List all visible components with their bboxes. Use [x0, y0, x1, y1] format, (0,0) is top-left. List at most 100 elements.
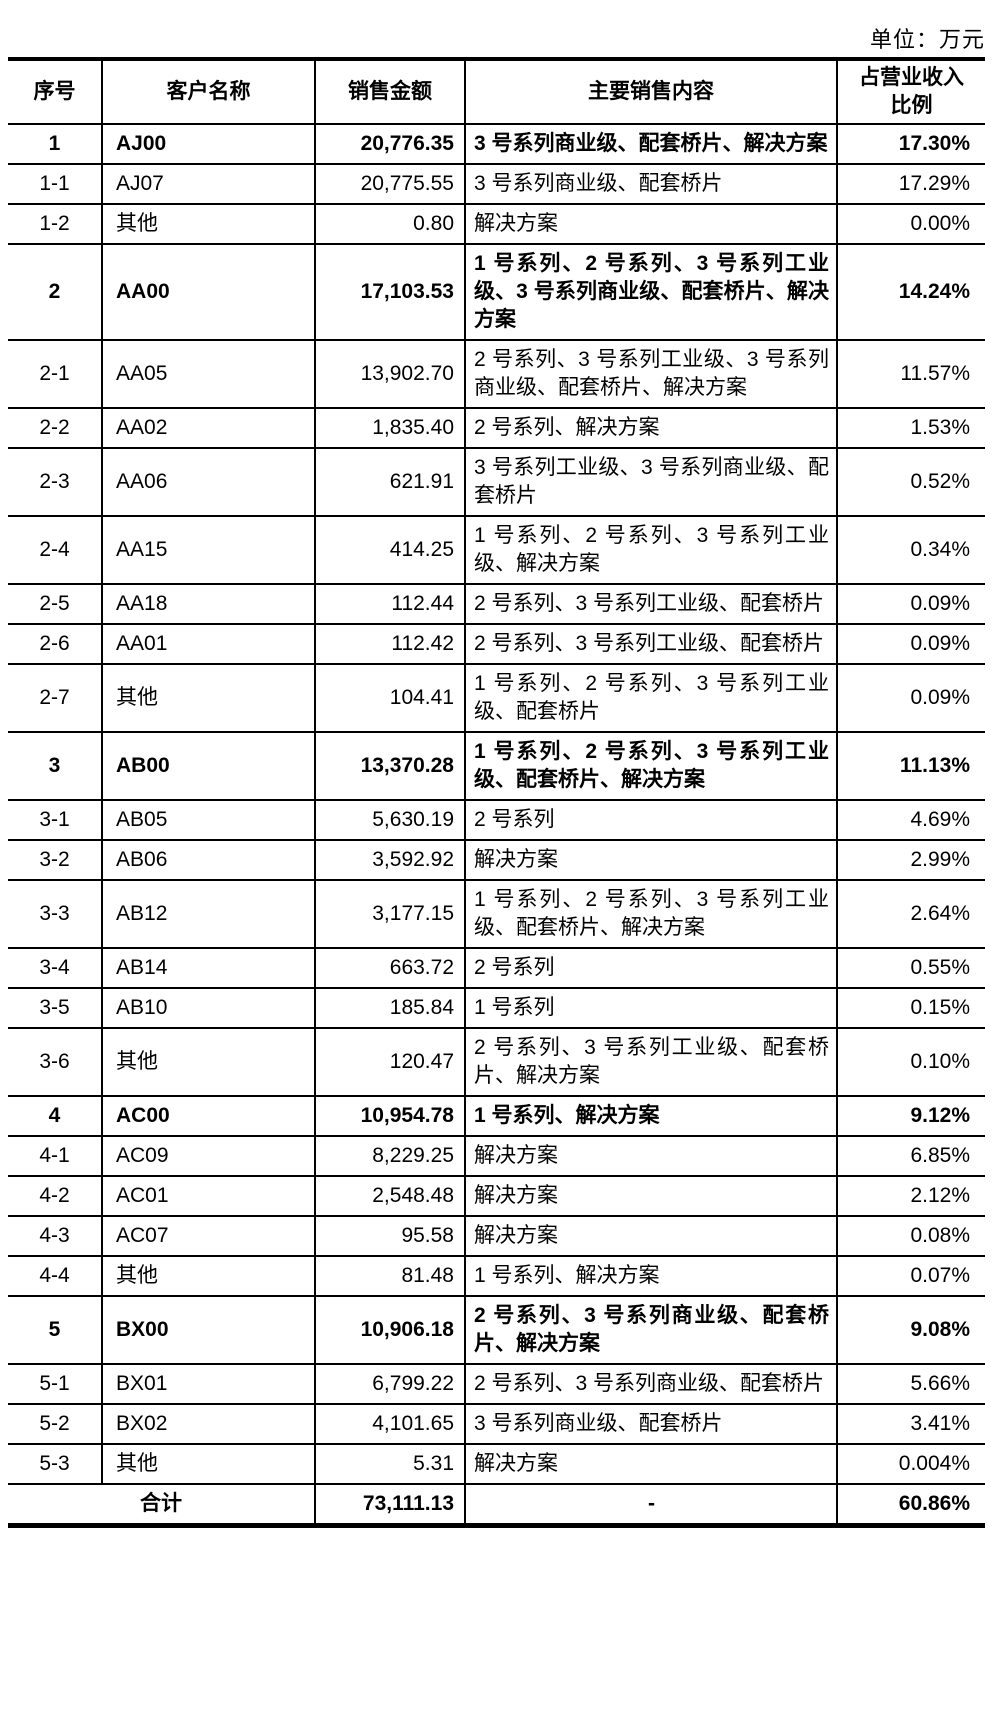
cell-pct-row4: 11.57% — [837, 339, 985, 408]
cell-content-row24: 2 号系列、3 号系列商业级、配套桥片 — [465, 1363, 838, 1404]
cell-content-row19: 解决方案 — [465, 1135, 838, 1176]
cell-no-row12: 3-1 — [8, 799, 103, 840]
cell-pct-row6: 0.52% — [837, 447, 985, 516]
header-customer-name: 客户名称 — [102, 59, 316, 124]
cell-pct-row7: 0.34% — [837, 515, 985, 584]
cell-no-row15: 3-4 — [8, 947, 103, 988]
cell-amt-row22: 81.48 — [315, 1255, 466, 1296]
cell-pct-row27: 60.86% — [837, 1483, 985, 1526]
cell-pct-row12: 4.69% — [837, 799, 985, 840]
cell-amt-row21: 95.58 — [315, 1215, 466, 1256]
cell-pct-row26: 0.004% — [837, 1443, 985, 1484]
cell-no-row11: 3 — [8, 731, 103, 800]
cell-content-row3: 1 号系列、2 号系列、3 号系列工业级、3 号系列商业级、配套桥片、解决方案 — [465, 243, 838, 340]
cell-no-row26: 5-3 — [8, 1443, 103, 1484]
cell-amt-row2: 0.80 — [315, 203, 466, 244]
cell-no-row8: 2-5 — [8, 583, 103, 624]
header-sales-amount: 销售金额 — [315, 59, 466, 124]
table-row: 2-2 AA02 1,835.40 2 号系列、解决方案 1.53% — [8, 407, 985, 448]
cell-content-row22: 1 号系列、解决方案 — [465, 1255, 838, 1296]
table-row: 5 BX00 10,906.18 2 号系列、3 号系列商业级、配套桥片、解决方案 9.… — [8, 1295, 985, 1364]
cell-no-row5: 2-2 — [8, 407, 103, 448]
table-row: 3-1 AB05 5,630.19 2 号系列 4.69% — [8, 799, 985, 840]
cell-pct-row8: 0.09% — [837, 583, 985, 624]
table-row: 5-2 BX02 4,101.65 3 号系列商业级、配套桥片 3.41% — [8, 1403, 985, 1444]
cell-no-row23: 5 — [8, 1295, 103, 1364]
cell-content-row14: 1 号系列、2 号系列、3 号系列工业级、配套桥片、解决方案 — [465, 879, 838, 948]
cell-content-row2: 解决方案 — [465, 203, 838, 244]
table-row: 3-5 AB10 185.84 1 号系列 0.15% — [8, 987, 985, 1028]
cell-name-row12: AB05 — [102, 799, 316, 840]
cell-content-row26: 解决方案 — [465, 1443, 838, 1484]
cell-amt-row3: 17,103.53 — [315, 243, 466, 340]
table-row: 1 AJ00 20,776.35 3 号系列商业级、配套桥片、解决方案 17.30% — [8, 123, 985, 164]
cell-name-row26: 其他 — [102, 1443, 316, 1484]
cell-name-row20: AC01 — [102, 1175, 316, 1216]
cell-name-row6: AA06 — [102, 447, 316, 516]
table-row: 3-6 其他 120.47 2 号系列、3 号系列工业级、配套桥片、解决方案 0.10% — [8, 1027, 985, 1096]
cell-no-row22: 4-4 — [8, 1255, 103, 1296]
cell-content-row0: 3 号系列商业级、配套桥片、解决方案 — [465, 123, 838, 164]
cell-content-row10: 1 号系列、2 号系列、3 号系列工业级、配套桥片 — [465, 663, 838, 732]
cell-content-row6: 3 号系列工业级、3 号系列商业级、配套桥片 — [465, 447, 838, 516]
cell-amt-row9: 112.42 — [315, 623, 466, 664]
cell-pct-row2: 0.00% — [837, 203, 985, 244]
cell-no-row13: 3-2 — [8, 839, 103, 880]
cell-pct-row11: 11.13% — [837, 731, 985, 800]
cell-no-row9: 2-6 — [8, 623, 103, 664]
cell-content-row25: 3 号系列商业级、配套桥片 — [465, 1403, 838, 1444]
cell-name-row22: 其他 — [102, 1255, 316, 1296]
cell-no-row25: 5-2 — [8, 1403, 103, 1444]
cell-no-row18: 4 — [8, 1095, 103, 1136]
header-main-sales-content: 主要销售内容 — [465, 59, 838, 124]
cell-pct-row15: 0.55% — [837, 947, 985, 988]
cell-no-row0: 1 — [8, 123, 103, 164]
cell-name-row18: AC00 — [102, 1095, 316, 1136]
cell-content-row18: 1 号系列、解决方案 — [465, 1095, 838, 1136]
cell-content-row15: 2 号系列 — [465, 947, 838, 988]
table-row: 1-1 AJ07 20,775.55 3 号系列商业级、配套桥片 17.29% — [8, 163, 985, 204]
cell-no-row14: 3-3 — [8, 879, 103, 948]
header-seq: 序号 — [8, 59, 103, 124]
cell-name-row4: AA05 — [102, 339, 316, 408]
cell-content-row20: 解决方案 — [465, 1175, 838, 1216]
cell-pct-row3: 14.24% — [837, 243, 985, 340]
table-row: 2-3 AA06 621.91 3 号系列工业级、3 号系列商业级、配套桥片 0.52% — [8, 447, 985, 516]
cell-no-row24: 5-1 — [8, 1363, 103, 1404]
cell-pct-row14: 2.64% — [837, 879, 985, 948]
cell-pct-row1: 17.29% — [837, 163, 985, 204]
table-row: 4-2 AC01 2,548.48 解决方案 2.12% — [8, 1175, 985, 1216]
cell-pct-row18: 9.12% — [837, 1095, 985, 1136]
cell-pct-row23: 9.08% — [837, 1295, 985, 1364]
table-row: 2-6 AA01 112.42 2 号系列、3 号系列工业级、配套桥片 0.09% — [8, 623, 985, 664]
cell-content-row23: 2 号系列、3 号系列商业级、配套桥片、解决方案 — [465, 1295, 838, 1364]
cell-name-row14: AB12 — [102, 879, 316, 948]
cell-pct-row5: 1.53% — [837, 407, 985, 448]
cell-name-row23: BX00 — [102, 1295, 316, 1364]
table-row: 4-4 其他 81.48 1 号系列、解决方案 0.07% — [8, 1255, 985, 1296]
table-row: 2-1 AA05 13,902.70 2 号系列、3 号系列工业级、3 号系列商业级、… — [8, 339, 985, 408]
cell-content-row7: 1 号系列、2 号系列、3 号系列工业级、解决方案 — [465, 515, 838, 584]
cell-name-row17: 其他 — [102, 1027, 316, 1096]
unit-label: 单位：万元 — [869, 27, 985, 52]
cell-name-row13: AB06 — [102, 839, 316, 880]
cell-content-row5: 2 号系列、解决方案 — [465, 407, 838, 448]
cell-no-row10: 2-7 — [8, 663, 103, 732]
cell-amt-row20: 2,548.48 — [315, 1175, 466, 1216]
cell-content-row9: 2 号系列、3 号系列工业级、配套桥片 — [465, 623, 838, 664]
cell-pct-row13: 2.99% — [837, 839, 985, 880]
cell-name-row5: AA02 — [102, 407, 316, 448]
cell-content-row4: 2 号系列、3 号系列工业级、3 号系列商业级、配套桥片、解决方案 — [465, 339, 838, 408]
cell-no-row19: 4-1 — [8, 1135, 103, 1176]
cell-amt-row25: 4,101.65 — [315, 1403, 466, 1444]
cell-amt-row4: 13,902.70 — [315, 339, 466, 408]
cell-content-row16: 1 号系列 — [465, 987, 838, 1028]
cell-content-row12: 2 号系列 — [465, 799, 838, 840]
cell-content-row8: 2 号系列、3 号系列工业级、配套桥片 — [465, 583, 838, 624]
cell-pct-row25: 3.41% — [837, 1403, 985, 1444]
table-row: 2-5 AA18 112.44 2 号系列、3 号系列工业级、配套桥片 0.09% — [8, 583, 985, 624]
cell-name-row9: AA01 — [102, 623, 316, 664]
cell-name-row10: 其他 — [102, 663, 316, 732]
cell-amt-row19: 8,229.25 — [315, 1135, 466, 1176]
